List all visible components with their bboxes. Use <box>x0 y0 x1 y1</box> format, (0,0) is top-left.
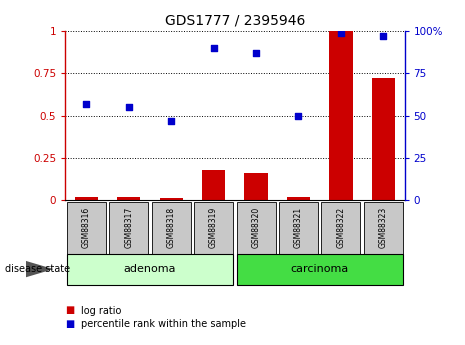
Text: GSM88316: GSM88316 <box>82 207 91 248</box>
Bar <box>159 198 183 200</box>
Text: percentile rank within the sample: percentile rank within the sample <box>81 319 246 329</box>
Text: GSM88323: GSM88323 <box>379 207 388 248</box>
Polygon shape <box>26 261 53 277</box>
Text: GSM88318: GSM88318 <box>166 207 176 248</box>
Bar <box>75 197 98 200</box>
Point <box>379 33 387 39</box>
Text: adenoma: adenoma <box>124 264 176 274</box>
Title: GDS1777 / 2395946: GDS1777 / 2395946 <box>165 13 305 27</box>
Point <box>210 45 217 51</box>
Point <box>167 118 175 124</box>
Bar <box>202 170 225 200</box>
Text: ■: ■ <box>65 306 74 315</box>
Point <box>252 50 260 56</box>
Text: GSM88320: GSM88320 <box>252 207 260 248</box>
Text: GSM88322: GSM88322 <box>336 207 345 248</box>
Bar <box>329 31 352 200</box>
Text: GSM88321: GSM88321 <box>294 207 303 248</box>
Bar <box>287 197 310 200</box>
Bar <box>372 78 395 200</box>
Bar <box>117 197 140 200</box>
Text: GSM88319: GSM88319 <box>209 207 218 248</box>
Text: carcinoma: carcinoma <box>291 264 349 274</box>
Point <box>337 30 345 36</box>
Point <box>125 104 133 110</box>
Point <box>83 101 90 107</box>
Bar <box>245 173 268 200</box>
Text: disease state: disease state <box>5 264 70 274</box>
Text: ■: ■ <box>65 319 74 329</box>
Text: log ratio: log ratio <box>81 306 122 315</box>
Point <box>295 113 302 118</box>
Text: GSM88317: GSM88317 <box>124 207 133 248</box>
